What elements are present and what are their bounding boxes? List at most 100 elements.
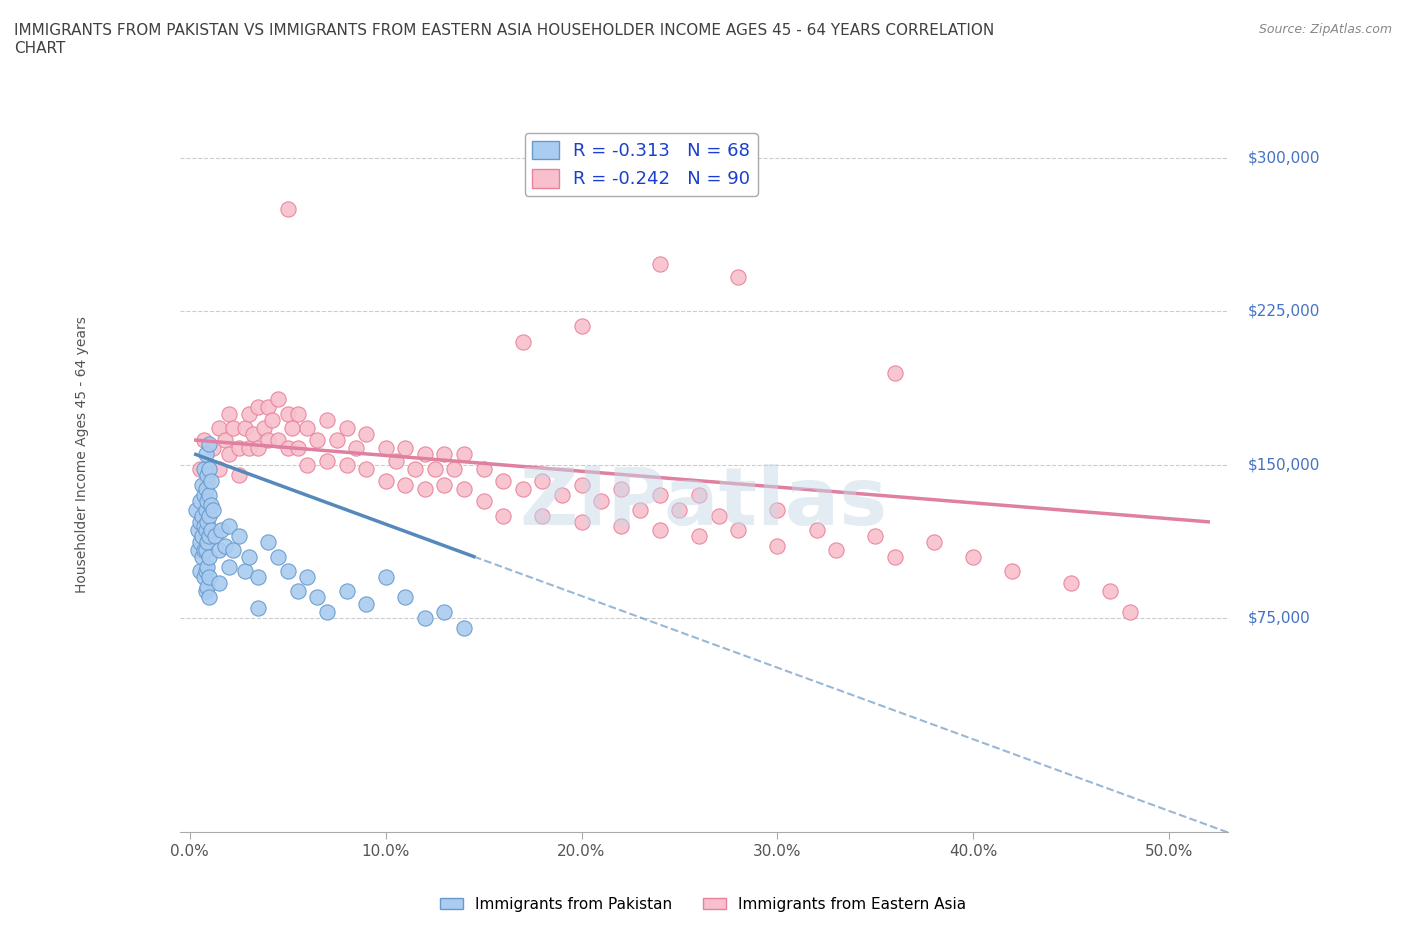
Point (609, 482, 631, 497)
Point (492, 473, 515, 488)
Point (198, 509, 221, 524)
Point (277, 406, 299, 421)
Point (188, 535, 211, 550)
Point (413, 447, 436, 462)
Point (197, 559, 219, 574)
Point (922, 535, 945, 550)
Point (591, 494, 613, 509)
Point (188, 564, 211, 578)
Point (1119, 604, 1142, 619)
Point (267, 392, 290, 406)
Point (257, 432, 280, 447)
Point (197, 473, 219, 488)
Point (188, 461, 211, 476)
Point (218, 406, 240, 421)
Point (197, 535, 219, 550)
Point (233, 564, 256, 578)
Point (200, 523, 222, 538)
Point (307, 590, 329, 604)
Point (197, 494, 219, 509)
Text: $225,000: $225,000 (1247, 304, 1320, 319)
Point (194, 523, 217, 538)
Point (208, 461, 231, 476)
Point (194, 543, 217, 558)
Point (571, 318, 593, 333)
Point (193, 519, 215, 534)
Point (193, 488, 215, 503)
Point (202, 441, 225, 456)
Point (492, 509, 515, 524)
Point (218, 519, 240, 534)
Point (335, 420, 357, 435)
Point (257, 535, 280, 550)
Point (187, 523, 209, 538)
Point (962, 549, 984, 564)
Point (472, 461, 495, 476)
Point (394, 441, 416, 456)
Point (194, 564, 217, 578)
Point (194, 447, 217, 462)
Point (194, 482, 217, 497)
Point (453, 620, 475, 635)
Point (257, 400, 280, 415)
Point (277, 441, 299, 456)
Point (453, 482, 475, 497)
Point (218, 447, 240, 462)
Point (277, 564, 299, 578)
Point (571, 478, 593, 493)
Point (194, 584, 217, 599)
Point (648, 488, 671, 503)
Point (218, 559, 240, 574)
Point (198, 461, 221, 476)
Point (247, 400, 270, 415)
Legend: R = -0.313   N = 68, R = -0.242   N = 90: R = -0.313 N = 68, R = -0.242 N = 90 (524, 134, 758, 195)
Text: $150,000: $150,000 (1247, 458, 1320, 472)
Point (688, 528, 710, 543)
Point (222, 420, 245, 435)
Point (198, 549, 221, 564)
Point (727, 523, 749, 538)
Point (648, 523, 671, 538)
Point (1099, 584, 1122, 599)
Point (193, 432, 215, 447)
Point (297, 420, 319, 435)
Point (287, 406, 309, 421)
Point (267, 432, 290, 447)
Point (413, 482, 436, 497)
Point (865, 528, 887, 543)
Point (267, 549, 290, 564)
Point (354, 427, 377, 442)
Point (242, 427, 264, 442)
Point (374, 441, 396, 456)
Point (344, 441, 367, 456)
Point (316, 453, 339, 468)
Point (214, 538, 236, 553)
Point (354, 596, 377, 611)
Point (335, 458, 357, 472)
Point (198, 488, 221, 503)
Point (200, 498, 222, 513)
Point (609, 519, 631, 534)
Point (198, 528, 221, 543)
Point (238, 549, 260, 564)
Point (188, 494, 211, 509)
Point (228, 528, 250, 543)
Point (188, 514, 211, 529)
Point (668, 502, 690, 517)
Point (287, 584, 309, 599)
Point (204, 528, 226, 543)
Point (404, 461, 426, 476)
Point (727, 269, 749, 284)
Point (228, 441, 250, 456)
Point (233, 420, 256, 435)
Point (297, 458, 319, 472)
Point (262, 412, 284, 427)
Point (707, 509, 730, 524)
Point (208, 543, 231, 558)
Point (384, 453, 406, 468)
Point (1060, 576, 1083, 591)
Point (433, 478, 456, 493)
Point (194, 502, 217, 517)
Text: Source: ZipAtlas.com: Source: ZipAtlas.com (1258, 23, 1392, 36)
Point (247, 569, 270, 584)
